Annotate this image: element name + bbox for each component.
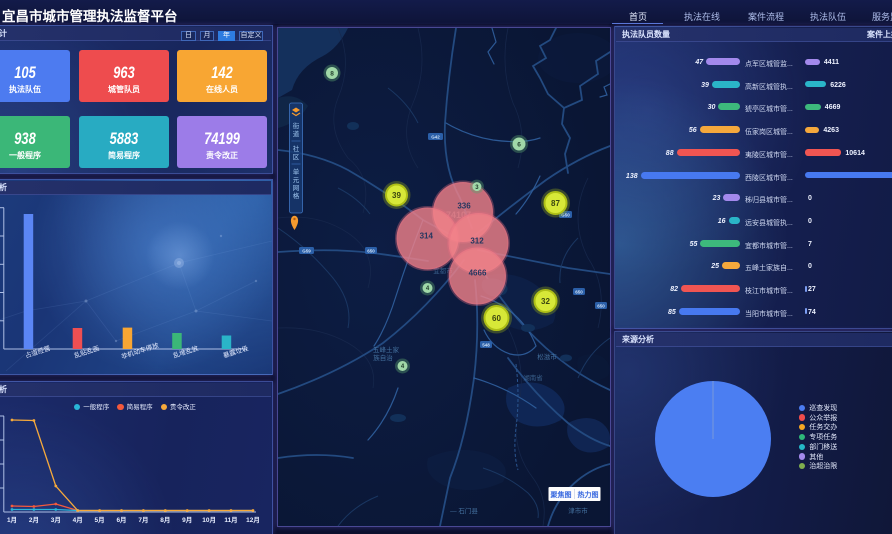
svg-text:G50: G50 [561, 212, 570, 217]
svg-text:8月: 8月 [160, 516, 170, 524]
svg-text:8: 8 [330, 70, 334, 77]
svg-text:格: 格 [293, 191, 300, 200]
svg-text:4月: 4月 [73, 516, 83, 524]
svg-text:津市市: 津市市 [568, 506, 588, 515]
svg-text:650: 650 [575, 289, 583, 294]
svg-text:650: 650 [597, 303, 605, 308]
svg-text:650: 650 [367, 248, 375, 253]
svg-text:11月: 11月 [224, 516, 237, 524]
svg-text:87: 87 [551, 199, 560, 208]
svg-text:区: 区 [293, 153, 300, 161]
svg-text:4: 4 [401, 364, 405, 370]
svg-text:单: 单 [293, 167, 300, 176]
svg-text:7月: 7月 [138, 516, 148, 524]
svg-text:32: 32 [541, 297, 550, 306]
svg-text:网: 网 [293, 184, 300, 192]
svg-text:6: 6 [517, 141, 521, 148]
svg-text:12月: 12月 [246, 516, 260, 524]
svg-text:336: 336 [457, 202, 471, 211]
svg-text:松滋市: 松滋市 [537, 352, 557, 361]
svg-text:39: 39 [392, 191, 401, 200]
svg-text:548: 548 [482, 342, 490, 347]
svg-text:G59: G59 [302, 248, 311, 253]
svg-text:社: 社 [293, 144, 300, 153]
svg-text:5月: 5月 [95, 516, 105, 524]
svg-text:10月: 10月 [202, 516, 216, 524]
svg-text:聚焦图: 聚焦图 [550, 490, 572, 499]
svg-text:五峰土家: 五峰土家 [373, 345, 400, 354]
svg-text:9月: 9月 [182, 516, 192, 524]
svg-text:3: 3 [475, 185, 479, 191]
svg-text:热力图: 热力图 [578, 490, 599, 499]
svg-text:60: 60 [492, 314, 501, 323]
svg-text:314: 314 [420, 231, 434, 240]
svg-text:4666: 4666 [469, 269, 487, 278]
svg-text:族自治: 族自治 [373, 353, 393, 362]
svg-text:宜都市: 宜都市 [433, 266, 453, 275]
svg-text:G42: G42 [431, 134, 440, 139]
svg-text:— 石门县: — 石门县 [450, 506, 478, 515]
svg-text:街: 街 [293, 121, 300, 130]
svg-text:4: 4 [426, 286, 430, 292]
svg-text:湖南省: 湖南省 [523, 373, 543, 382]
svg-text:道: 道 [293, 129, 300, 138]
svg-text:312: 312 [470, 237, 484, 246]
svg-text:1月: 1月 [7, 516, 17, 524]
svg-text:元: 元 [293, 176, 300, 184]
svg-text:3月: 3月 [51, 516, 61, 524]
svg-text:6月: 6月 [116, 516, 126, 524]
svg-text:2月: 2月 [29, 516, 39, 524]
